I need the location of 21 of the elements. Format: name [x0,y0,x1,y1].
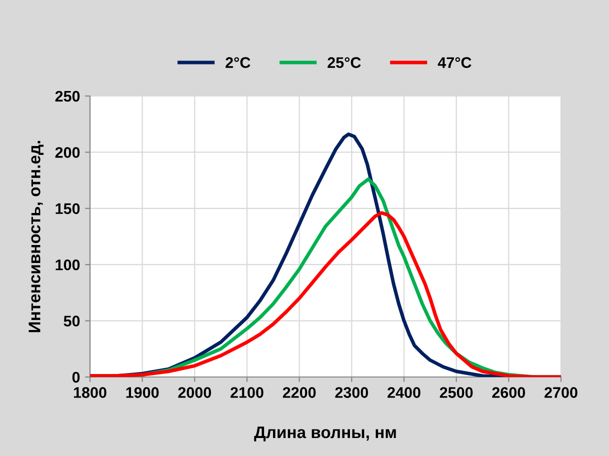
y-tick-label: 100 [56,259,80,270]
x-tick-label: 2000 [178,387,212,398]
x-tick-label: 1900 [126,387,159,398]
legend-label: 47°C [438,57,472,68]
x-tick-label: 2300 [335,387,368,398]
legend-label: 2°C [226,57,250,68]
x-tick-label: 2600 [492,387,526,398]
legend-label: 25°C [328,57,361,68]
x-tick-label: 2700 [544,387,578,398]
y-tick-label: 250 [55,90,80,102]
y-tick-label: 0 [72,372,80,383]
y-tick-label: 200 [55,147,80,158]
x-tick-label: 2500 [440,387,473,398]
y-tick-label: 50 [64,316,80,326]
y-tick-label: 150 [56,203,80,214]
y-axis-title: Интенсивность, отн.ед. [28,140,44,332]
x-tick-label: 2400 [388,387,420,398]
x-axis-title: Длина волны, нм [254,426,396,442]
x-tick-label: 1800 [74,387,106,398]
x-tick-label: 2100 [230,387,264,398]
x-tick-label: 2200 [282,387,316,398]
